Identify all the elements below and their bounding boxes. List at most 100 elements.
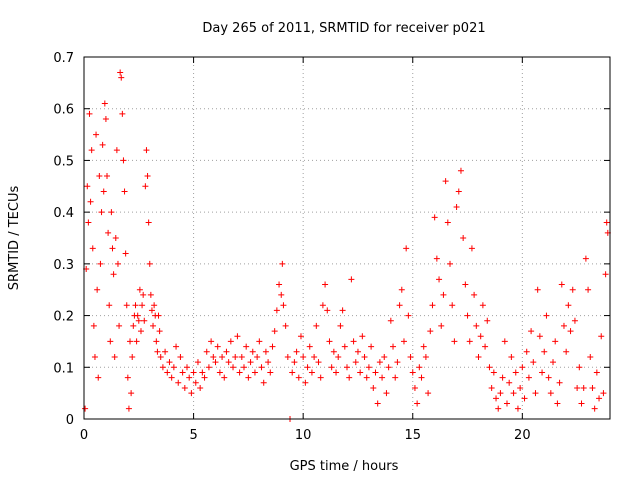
data-point	[240, 364, 247, 371]
data-point	[486, 364, 493, 371]
data-point	[177, 353, 184, 360]
data-point	[84, 183, 91, 190]
data-point	[188, 390, 195, 397]
data-point	[111, 353, 118, 360]
data-point	[372, 369, 379, 376]
data-point	[501, 338, 508, 345]
y-tick-label: 0.3	[53, 258, 74, 273]
data-point	[418, 374, 425, 381]
data-point	[344, 364, 350, 371]
data-point	[145, 219, 152, 226]
data-point	[514, 405, 521, 412]
data-point	[297, 333, 304, 340]
data-point	[156, 328, 163, 335]
data-point	[150, 322, 157, 329]
y-tick-label: 0	[66, 413, 74, 428]
data-point	[433, 255, 440, 262]
data-point	[427, 328, 434, 335]
data-point	[311, 353, 318, 360]
data-point	[107, 338, 114, 345]
data-point	[262, 348, 269, 355]
data-point	[157, 353, 164, 360]
data-point	[100, 188, 107, 195]
data-point	[556, 379, 563, 386]
data-point	[186, 374, 193, 381]
data-point	[315, 359, 322, 366]
data-point	[490, 369, 497, 376]
data-point	[330, 348, 337, 355]
data-point	[101, 100, 108, 107]
data-point	[473, 322, 480, 329]
data-point	[508, 353, 515, 360]
data-point	[114, 260, 121, 267]
data-point	[337, 322, 344, 329]
data-point	[105, 229, 112, 236]
data-point	[447, 260, 454, 267]
data-point	[134, 312, 141, 319]
data-point	[436, 276, 443, 283]
data-point	[181, 384, 188, 391]
data-point	[184, 364, 191, 371]
data-point	[403, 245, 410, 252]
data-point	[326, 338, 333, 345]
data-point	[89, 245, 96, 252]
data-point	[530, 359, 537, 366]
data-point	[374, 400, 381, 407]
data-point	[271, 328, 278, 335]
data-point	[383, 390, 390, 397]
data-point	[159, 364, 166, 371]
data-point	[119, 110, 126, 117]
data-point	[168, 374, 175, 381]
data-point	[280, 302, 287, 309]
y-tick-label: 0.5	[53, 154, 74, 169]
y-tick-label: 0.6	[53, 103, 74, 118]
data-point	[93, 131, 100, 138]
data-point	[190, 369, 197, 376]
data-point	[455, 188, 462, 195]
data-point	[350, 338, 357, 345]
data-point	[238, 353, 245, 360]
data-point	[409, 369, 416, 376]
data-point	[341, 343, 348, 350]
data-point	[400, 338, 407, 345]
data-point	[284, 353, 291, 360]
data-point	[339, 307, 346, 314]
data-point	[102, 116, 109, 123]
data-point	[175, 379, 182, 386]
data-point	[552, 338, 559, 345]
data-point	[269, 343, 276, 350]
data-point	[365, 364, 372, 371]
data-point	[142, 183, 149, 190]
data-point	[90, 322, 97, 329]
data-point	[576, 364, 583, 371]
data-point	[495, 405, 502, 412]
data-point	[370, 384, 377, 391]
data-point	[87, 198, 94, 205]
x-tick-label: 0	[80, 428, 88, 443]
data-point	[569, 286, 576, 293]
x-axis-label: GPS time / hours	[290, 459, 399, 474]
data-point	[135, 317, 142, 324]
data-point	[363, 374, 370, 381]
data-point	[197, 384, 204, 391]
data-point	[132, 302, 139, 309]
data-point	[414, 400, 421, 407]
data-point	[223, 348, 230, 355]
data-point	[379, 374, 386, 381]
y-tick-label: 0.1	[53, 361, 74, 376]
data-point	[306, 343, 313, 350]
data-point	[258, 364, 265, 371]
chart-title: Day 265 of 2011, SRMTID for receiver p02…	[202, 21, 485, 36]
data-point	[567, 328, 574, 335]
data-point	[106, 302, 113, 309]
data-point	[203, 348, 210, 355]
data-point	[133, 338, 140, 345]
data-point	[164, 369, 171, 376]
data-point	[265, 359, 272, 366]
y-tick-label: 0.7	[53, 51, 74, 66]
data-point	[162, 348, 169, 355]
data-point	[117, 69, 124, 76]
data-point	[109, 245, 116, 252]
data-point	[112, 235, 119, 241]
